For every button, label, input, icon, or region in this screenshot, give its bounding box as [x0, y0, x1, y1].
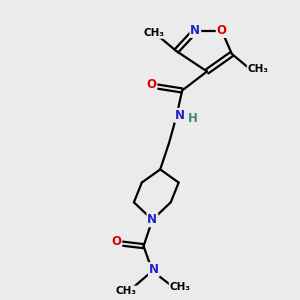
- Text: H: H: [188, 112, 197, 125]
- Text: O: O: [217, 24, 226, 37]
- Text: N: N: [190, 24, 200, 37]
- Text: O: O: [111, 235, 122, 248]
- Text: CH₃: CH₃: [144, 28, 165, 38]
- Text: CH₃: CH₃: [248, 64, 269, 74]
- Text: CH₃: CH₃: [169, 282, 190, 292]
- Text: N: N: [175, 109, 185, 122]
- Text: CH₃: CH₃: [116, 286, 136, 296]
- Text: N: N: [147, 213, 157, 226]
- Text: O: O: [146, 78, 157, 91]
- Text: N: N: [149, 263, 159, 276]
